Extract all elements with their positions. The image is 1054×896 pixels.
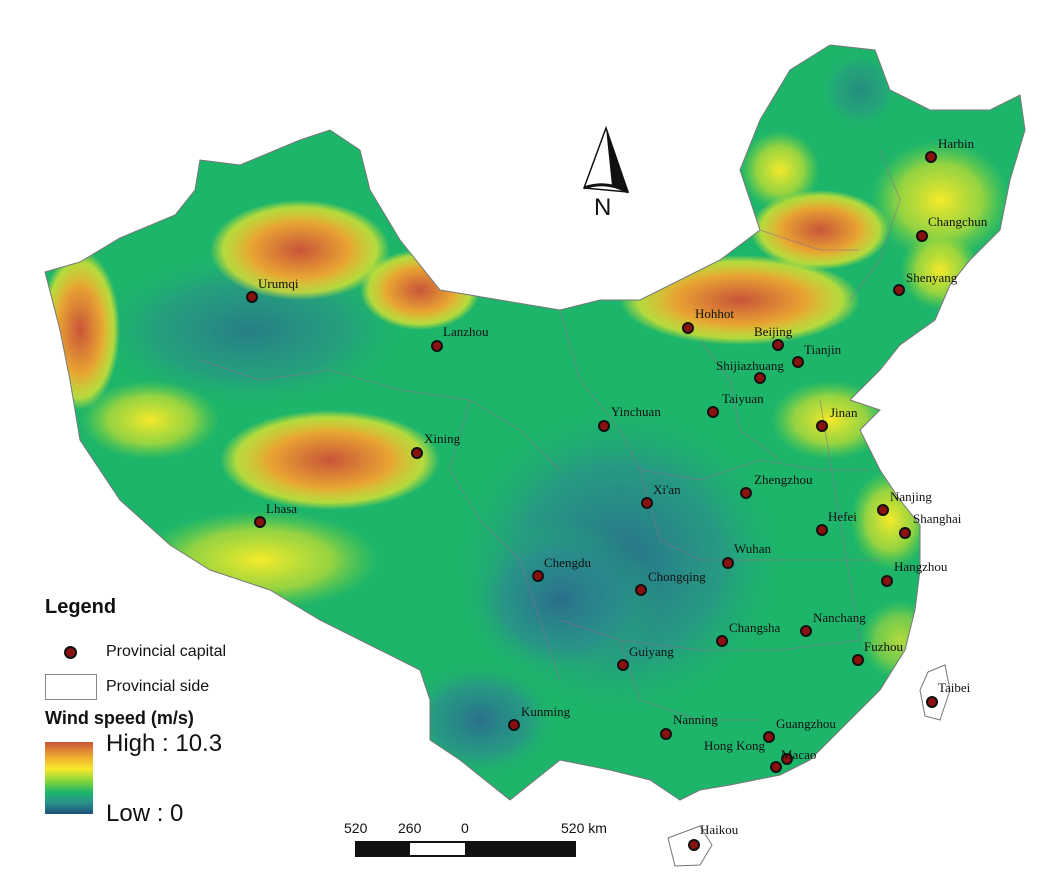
- city-label-nanjing: Nanjing: [890, 489, 932, 504]
- city-label-nanning: Nanning: [673, 712, 718, 727]
- capital-marker-urumqi: [246, 291, 258, 303]
- capital-marker-chengdu: [532, 570, 544, 582]
- scale-bar: [355, 841, 576, 857]
- city-label-yinchuan: Yinchuan: [611, 404, 661, 419]
- capital-marker-hefei: [816, 524, 828, 536]
- capital-marker-kunming: [508, 719, 520, 731]
- city-label-tianjin: Tianjin: [804, 342, 842, 357]
- city-label-lhasa: Lhasa: [266, 501, 297, 516]
- capital-marker-taibei: [926, 696, 938, 708]
- taiwan-island: [919, 664, 951, 721]
- capital-marker-chongqing: [635, 584, 647, 596]
- capital-marker-shenyang: [893, 284, 905, 296]
- capital-marker-guiyang: [617, 659, 629, 671]
- provincial-boundaries: [199, 149, 901, 721]
- city-label-nanchang: Nanchang: [813, 610, 866, 625]
- capital-marker-taiyuan: [707, 406, 719, 418]
- capital-marker-zhengzhou: [740, 487, 752, 499]
- capital-marker-tianjin: [792, 356, 804, 368]
- capital-marker-hong-kong: [770, 761, 782, 773]
- city-label-zhengzhou: Zhengzhou: [754, 472, 813, 487]
- province-symbol: [45, 674, 97, 700]
- city-label-urumqi: Urumqi: [258, 276, 299, 291]
- city-label-macao: Macao: [781, 747, 816, 762]
- provincial-capitals-layer: Harbin Changchun Shenyang Hohhot Beijing Tian…: [246, 136, 988, 851]
- capital-marker-guangzhou: [763, 731, 775, 743]
- city-label-xi-an: Xi'an: [653, 482, 681, 497]
- city-label-shenyang: Shenyang: [906, 270, 958, 285]
- city-label-guangzhou: Guangzhou: [776, 716, 836, 731]
- city-label-jinan: Jinan: [830, 405, 858, 420]
- capital-marker-changchun: [916, 230, 928, 242]
- legend-side-label: Provincial side: [106, 678, 210, 695]
- city-label-harbin: Harbin: [938, 136, 975, 151]
- city-label-changchun: Changchun: [928, 214, 988, 229]
- city-label-hefei: Hefei: [828, 509, 857, 524]
- capital-marker-xining: [411, 447, 423, 459]
- city-label-hong-kong: Hong Kong: [704, 738, 766, 753]
- scale-tick-zero: 0: [461, 820, 469, 836]
- north-label: N: [594, 194, 612, 221]
- capital-marker-wuhan: [722, 557, 734, 569]
- capital-marker-changsha: [716, 635, 728, 647]
- scale-tick-quarter: 260: [398, 820, 422, 836]
- capital-marker-fuzhou: [852, 654, 864, 666]
- north-arrow: [582, 125, 630, 194]
- city-label-hohhot: Hohhot: [695, 306, 734, 321]
- city-label-chengdu: Chengdu: [544, 555, 591, 570]
- city-label-hangzhou: Hangzhou: [894, 559, 948, 574]
- capital-marker-lhasa: [254, 516, 266, 528]
- capital-marker-macao: [781, 753, 793, 765]
- ramp-high-label: High : 10.3: [106, 730, 223, 757]
- city-label-taibei: Taibei: [938, 680, 971, 695]
- capital-marker-shanghai: [899, 527, 911, 539]
- capital-marker-nanchang: [800, 625, 812, 637]
- city-label-guiyang: Guiyang: [629, 644, 674, 659]
- capital-marker-hohhot: [682, 322, 694, 334]
- capital-marker-nanning: [660, 728, 672, 740]
- capital-marker-shijiazhuang: [754, 372, 766, 384]
- legend-title: Legend: [45, 596, 117, 618]
- scale-tick-left: 520: [344, 820, 368, 836]
- capital-marker-harbin: [925, 151, 937, 163]
- capital-marker-beijing: [772, 339, 784, 351]
- capital-marker-xi-an: [641, 497, 653, 509]
- capital-marker-lanzhou: [431, 340, 443, 352]
- city-label-haikou: Haikou: [700, 822, 739, 837]
- city-label-shijiazhuang: Shijiazhuang: [716, 358, 784, 373]
- city-label-changsha: Changsha: [729, 620, 781, 635]
- capital-marker-jinan: [816, 420, 828, 432]
- capital-symbol: [64, 646, 77, 659]
- capital-marker-haikou: [688, 839, 700, 851]
- wind-speed-title: Wind speed (m/s): [45, 708, 194, 728]
- color-ramp: [45, 742, 93, 814]
- city-label-fuzhou: Fuzhou: [864, 639, 904, 654]
- ramp-low-label: Low : 0: [106, 800, 184, 827]
- city-label-beijing: Beijing: [754, 324, 793, 339]
- city-label-taiyuan: Taiyuan: [722, 391, 764, 406]
- capital-marker-hangzhou: [881, 575, 893, 587]
- city-label-shanghai: Shanghai: [913, 511, 962, 526]
- city-label-kunming: Kunming: [521, 704, 571, 719]
- legend-capital-label: Provincial capital: [106, 643, 227, 660]
- capital-marker-nanjing: [877, 504, 889, 516]
- city-label-xining: Xining: [424, 431, 461, 446]
- capital-marker-yinchuan: [598, 420, 610, 432]
- city-label-wuhan: Wuhan: [734, 541, 772, 556]
- city-label-chongqing: Chongqing: [648, 569, 706, 584]
- scale-tick-right: 520 km: [561, 820, 607, 836]
- city-label-lanzhou: Lanzhou: [443, 324, 489, 339]
